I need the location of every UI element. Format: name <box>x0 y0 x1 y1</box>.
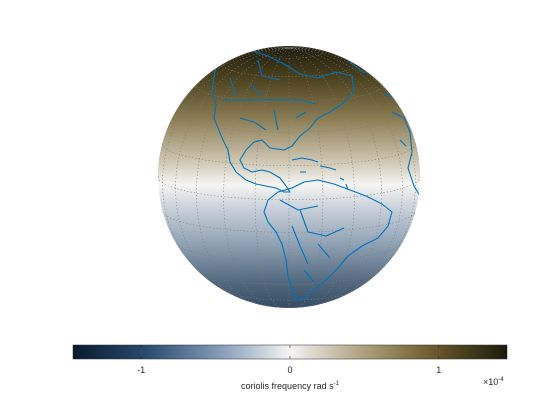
south-america-borders <box>279 199 345 283</box>
meridian-line <box>288 47 325 52</box>
parallel-line <box>198 271 380 285</box>
meridian-line <box>162 47 290 286</box>
parallel-line <box>158 176 420 200</box>
coastlines <box>211 46 420 301</box>
north-america-coast <box>211 49 355 193</box>
meridian-line <box>288 47 403 302</box>
parallel-line <box>254 48 324 59</box>
globe <box>158 46 420 308</box>
graticule <box>158 46 420 308</box>
meridian-line <box>288 47 324 308</box>
parallel-line <box>196 83 382 103</box>
meridian-line <box>223 47 290 308</box>
meridian-line <box>196 47 290 307</box>
colorbar-exponent: ×10-4 <box>483 377 504 387</box>
meridian-line <box>283 46 290 49</box>
colorbar-ticks <box>140 345 440 359</box>
colorbar: -1 0 1 ×10-4 coriolis frequency rad s-1 <box>72 344 508 391</box>
caribbean-islands <box>291 157 349 191</box>
africa-edge <box>391 111 420 197</box>
colorbar-label: coriolis frequency rad s-1 <box>241 381 340 391</box>
north-america-borders <box>222 59 317 131</box>
meridian-line <box>254 47 290 308</box>
globe-disc <box>158 46 420 308</box>
colorbar-tick-labels: -1 0 1 <box>137 365 441 375</box>
colorbar-tick-label: 1 <box>436 365 441 375</box>
parallel-line <box>162 211 416 233</box>
parallel-line <box>226 291 352 301</box>
parallel-line <box>175 111 403 133</box>
meridian-line <box>253 47 290 52</box>
meridian-line <box>288 47 382 307</box>
parallel-line <box>175 243 403 262</box>
meridian-line <box>175 47 290 302</box>
meridian-line <box>288 46 295 49</box>
meridian-line <box>288 47 416 286</box>
meridian-line <box>288 47 355 308</box>
colorbar-tick-label: -1 <box>137 365 145 375</box>
south-america-coast <box>263 179 393 301</box>
colorbar-tick-label: 0 <box>287 365 292 375</box>
